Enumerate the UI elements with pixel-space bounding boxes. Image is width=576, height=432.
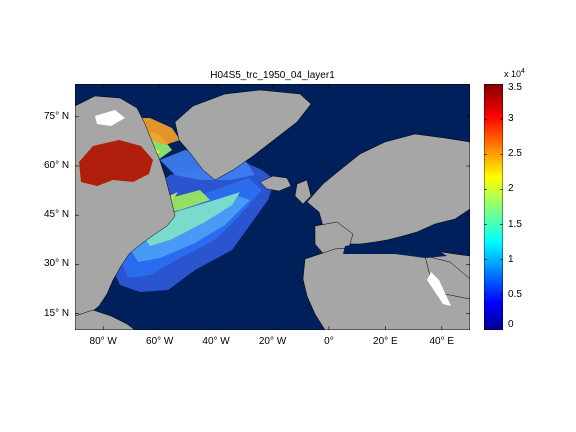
map-ticks [75,84,470,330]
arctic-mask [95,110,125,126]
lon-label: 20° E [373,336,398,347]
lon-label: 40° W [202,336,230,347]
colorbar-label: 1.5 [508,218,522,230]
colorbar-multiplier: x 104 [504,68,525,79]
land-masses [74,89,471,331]
colorbar-exponent: 4 [521,68,525,75]
lat-label: 60° N [44,160,70,171]
colorbar-label: 3 [508,113,514,125]
map-title: H04S5_trc_1950_04_layer1 [210,70,335,81]
colorbar-gradient [484,84,503,330]
colorbar-label: 0 [508,319,514,330]
lon-label: 80° W [89,336,117,347]
lon-label: 40° E [429,336,455,347]
colorbar-label: 0.5 [508,288,522,300]
map-panel [74,83,471,331]
colorbar-label: 1 [508,253,514,265]
colorbar-svg [483,83,504,331]
lat-label: 15° N [44,307,70,319]
lon-label: 60° W [145,336,174,347]
tracer-patch [140,192,240,246]
colorbar-multiplier-text: x 10 [504,69,522,79]
colorbar [483,83,504,331]
hudson-high-patch [79,140,153,186]
lon-label: 20° W [258,336,287,347]
mediterranean-sea [343,242,447,258]
lat-label: 75° N [44,110,70,122]
lat-label: 30° N [44,258,70,270]
land-polygon [259,175,292,192]
land-polygon [174,89,312,181]
land-polygon [294,179,312,205]
colorbar-label: 2.5 [508,148,522,160]
map-svg [74,83,471,331]
lat-label: 45° N [44,209,70,221]
colorbar-label: 3.5 [508,82,522,93]
colorbar-label: 2 [508,183,514,195]
lon-label: 0° [324,336,334,347]
red-sea-mask [427,272,451,306]
